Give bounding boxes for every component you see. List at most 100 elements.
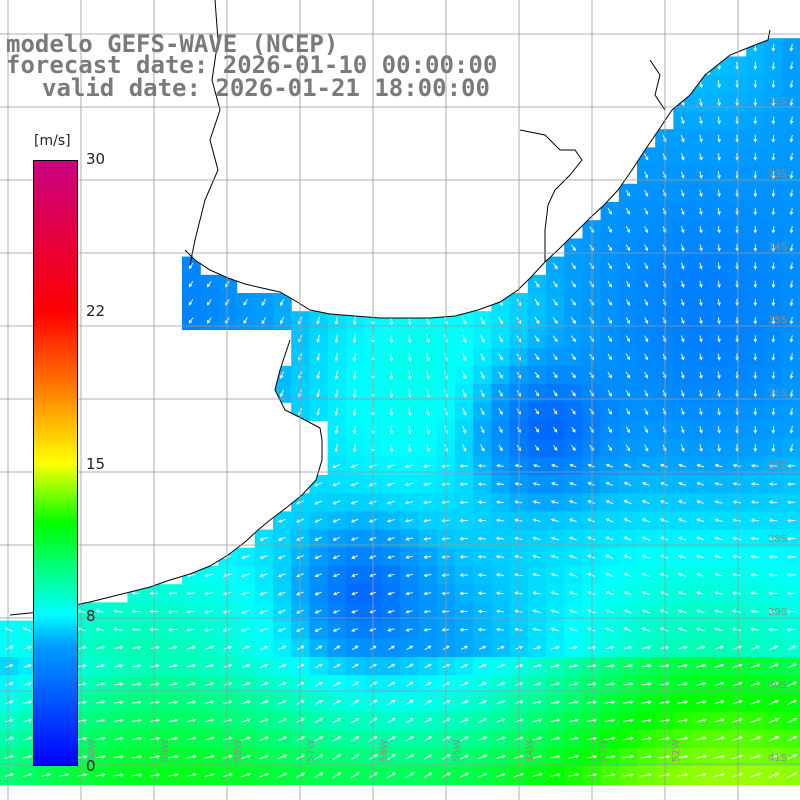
wind-arrow	[553, 408, 558, 415]
wind-arrow	[678, 645, 688, 650]
wind-arrow	[149, 609, 159, 614]
wind-arrow	[750, 482, 759, 486]
wind-arrow	[605, 609, 614, 614]
wind-arrow	[677, 754, 689, 759]
wind-arrow	[787, 464, 796, 468]
wind-arrow	[589, 371, 594, 379]
wind-arrow	[550, 572, 559, 577]
wind-arrow	[167, 609, 178, 614]
wind-arrow	[389, 443, 394, 453]
wind-arrow	[771, 371, 776, 380]
wind-arrow	[568, 754, 579, 759]
wind-arrow	[462, 316, 467, 325]
wind-arrow	[731, 772, 744, 778]
wind-arrow	[478, 736, 488, 742]
wind-arrow	[789, 43, 794, 52]
coastline	[9, 29, 771, 616]
wind-arrow	[717, 134, 721, 143]
wind-arrow	[680, 426, 685, 434]
wind-arrow	[753, 244, 758, 252]
wind-arrow	[261, 316, 266, 325]
wind-arrow	[131, 627, 141, 632]
wind-arrow	[423, 736, 433, 742]
wind-arrow	[571, 390, 576, 397]
wind-arrow	[407, 352, 412, 362]
wind-arrow	[607, 298, 613, 306]
wind-arrow	[622, 736, 634, 741]
wind-arrow	[477, 518, 487, 523]
wind-arrow	[314, 663, 323, 669]
wind-arrow	[332, 609, 340, 614]
wind-arrow	[623, 554, 632, 559]
wind-arrow	[789, 171, 794, 180]
wind-arrow	[786, 736, 798, 742]
wind-arrow	[586, 718, 598, 723]
wind-arrow	[568, 682, 579, 686]
wind-arrow	[732, 591, 742, 595]
wind-arrow	[532, 572, 541, 577]
wind-arrow	[259, 536, 268, 541]
wind-arrow	[552, 335, 558, 343]
wind-arrow	[660, 463, 668, 468]
wind-arrow	[768, 573, 778, 577]
wind-arrow	[717, 171, 721, 180]
wind-arrow	[241, 591, 250, 596]
wind-arrow	[550, 591, 559, 595]
lat-label: 35S	[768, 315, 787, 326]
wind-arrow	[750, 663, 761, 669]
wind-arrow	[150, 645, 160, 650]
wind-arrow	[552, 317, 558, 324]
wind-arrow	[786, 609, 796, 614]
wind-arrow	[77, 773, 88, 777]
wind-arrow	[587, 518, 596, 523]
wind-arrow	[717, 444, 721, 453]
wind-arrow	[351, 628, 359, 632]
wind-arrow	[717, 153, 721, 161]
wind-arrow	[587, 463, 595, 468]
wind-arrow	[462, 425, 467, 434]
wind-arrow	[678, 481, 687, 486]
wind-arrow	[699, 280, 703, 288]
wind-arrow	[550, 700, 561, 704]
wind-arrow	[389, 407, 394, 417]
wind-arrow	[77, 700, 88, 704]
wind-arrow	[278, 681, 287, 687]
wind-arrow	[95, 645, 106, 650]
wind-arrow	[699, 353, 703, 361]
wind-arrow	[659, 591, 669, 596]
wind-arrow	[405, 555, 413, 559]
wind-arrow	[625, 207, 631, 215]
wind-arrow	[534, 426, 540, 433]
wind-arrow	[495, 500, 505, 504]
wind-arrow	[426, 352, 430, 362]
wind-arrow	[570, 317, 576, 324]
wind-arrow	[571, 444, 576, 452]
wind-arrow	[753, 226, 758, 234]
wind-arrow	[641, 591, 650, 596]
wind-arrow	[95, 700, 106, 704]
wind-arrow	[223, 718, 233, 723]
wind-arrow	[314, 500, 323, 505]
wind-arrow	[605, 481, 614, 486]
wind-arrow	[660, 645, 670, 650]
wind-arrow	[695, 663, 707, 668]
wind-arrow	[677, 609, 687, 614]
wind-arrow	[568, 700, 579, 704]
wind-arrow	[316, 371, 320, 380]
wind-arrow	[717, 426, 721, 434]
wind-arrow	[534, 444, 540, 451]
wind-arrow	[732, 718, 743, 723]
wind-arrow	[495, 627, 505, 632]
wind-arrow	[605, 645, 615, 650]
wind-arrow	[568, 591, 578, 596]
wind-arrow	[223, 663, 233, 668]
wind-arrow	[532, 500, 541, 504]
wind-arrow	[623, 572, 632, 578]
wind-arrow	[477, 754, 488, 760]
wind-arrow	[771, 80, 776, 89]
colorbar-tick-0: 0	[86, 757, 96, 775]
wind-arrow	[677, 682, 689, 686]
wind-arrow	[680, 134, 685, 143]
wind-arrow	[607, 390, 613, 397]
